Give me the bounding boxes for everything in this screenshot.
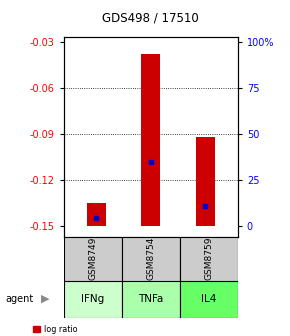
Bar [64,237,122,281]
Bar [122,281,180,318]
Text: GSM8759: GSM8759 [204,237,213,281]
Bar [196,137,215,226]
Text: GSM8754: GSM8754 [146,237,155,281]
Legend: log ratio, percentile rank within the sample: log ratio, percentile rank within the sa… [33,325,180,336]
Text: GSM8749: GSM8749 [88,237,97,281]
Bar [180,237,238,281]
Bar [141,54,160,226]
Bar [180,281,238,318]
Text: IFNg: IFNg [81,294,104,304]
Bar [87,203,106,226]
Text: ▶: ▶ [41,294,49,304]
Text: IL4: IL4 [201,294,217,304]
Bar [64,281,122,318]
Text: TNFa: TNFa [138,294,164,304]
Text: agent: agent [6,294,34,304]
Text: GDS498 / 17510: GDS498 / 17510 [102,12,199,25]
Bar [122,237,180,281]
